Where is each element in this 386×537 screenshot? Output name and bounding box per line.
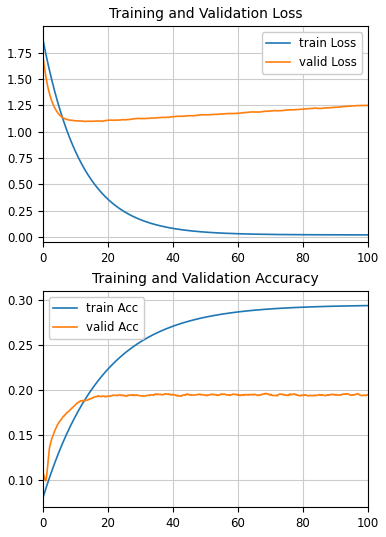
valid Acc: [366, 391, 370, 398]
train Acc: [41, 495, 45, 502]
valid Acc: [41, 471, 45, 477]
train Loss: [264, 231, 268, 237]
Line: valid Acc: valid Acc: [43, 394, 368, 481]
valid Acc: [295, 392, 299, 398]
valid Acc: [172, 392, 177, 398]
train Acc: [264, 306, 268, 313]
train Acc: [172, 323, 177, 329]
valid Loss: [83, 118, 88, 125]
Line: train Loss: train Loss: [43, 39, 368, 235]
train Loss: [172, 226, 177, 232]
valid Acc: [74, 401, 79, 407]
valid Loss: [295, 106, 299, 113]
Legend: train Acc, valid Acc: train Acc, valid Acc: [49, 297, 144, 338]
train Loss: [41, 35, 45, 42]
valid Loss: [172, 113, 177, 120]
valid Loss: [41, 52, 45, 59]
train Loss: [366, 231, 370, 238]
valid Acc: [264, 390, 269, 397]
Line: train Acc: train Acc: [43, 306, 368, 498]
valid Loss: [366, 102, 370, 108]
valid Loss: [184, 113, 189, 119]
train Acc: [184, 319, 188, 325]
Title: Training and Validation Loss: Training and Validation Loss: [108, 7, 302, 21]
Title: Training and Validation Accuracy: Training and Validation Accuracy: [92, 272, 319, 286]
train Acc: [300, 304, 305, 310]
valid Loss: [74, 118, 78, 124]
valid Loss: [300, 106, 305, 112]
train Acc: [366, 302, 370, 309]
train Loss: [74, 149, 78, 156]
Legend: train Loss, valid Loss: train Loss, valid Loss: [262, 32, 362, 74]
train Acc: [294, 304, 299, 311]
Line: valid Loss: valid Loss: [43, 55, 368, 121]
train Loss: [184, 227, 188, 234]
train Loss: [294, 231, 299, 238]
valid Acc: [263, 390, 267, 397]
valid Acc: [43, 477, 48, 484]
train Loss: [300, 231, 305, 238]
valid Loss: [264, 108, 269, 114]
train Acc: [74, 412, 78, 418]
valid Acc: [184, 391, 189, 398]
valid Acc: [301, 392, 305, 398]
